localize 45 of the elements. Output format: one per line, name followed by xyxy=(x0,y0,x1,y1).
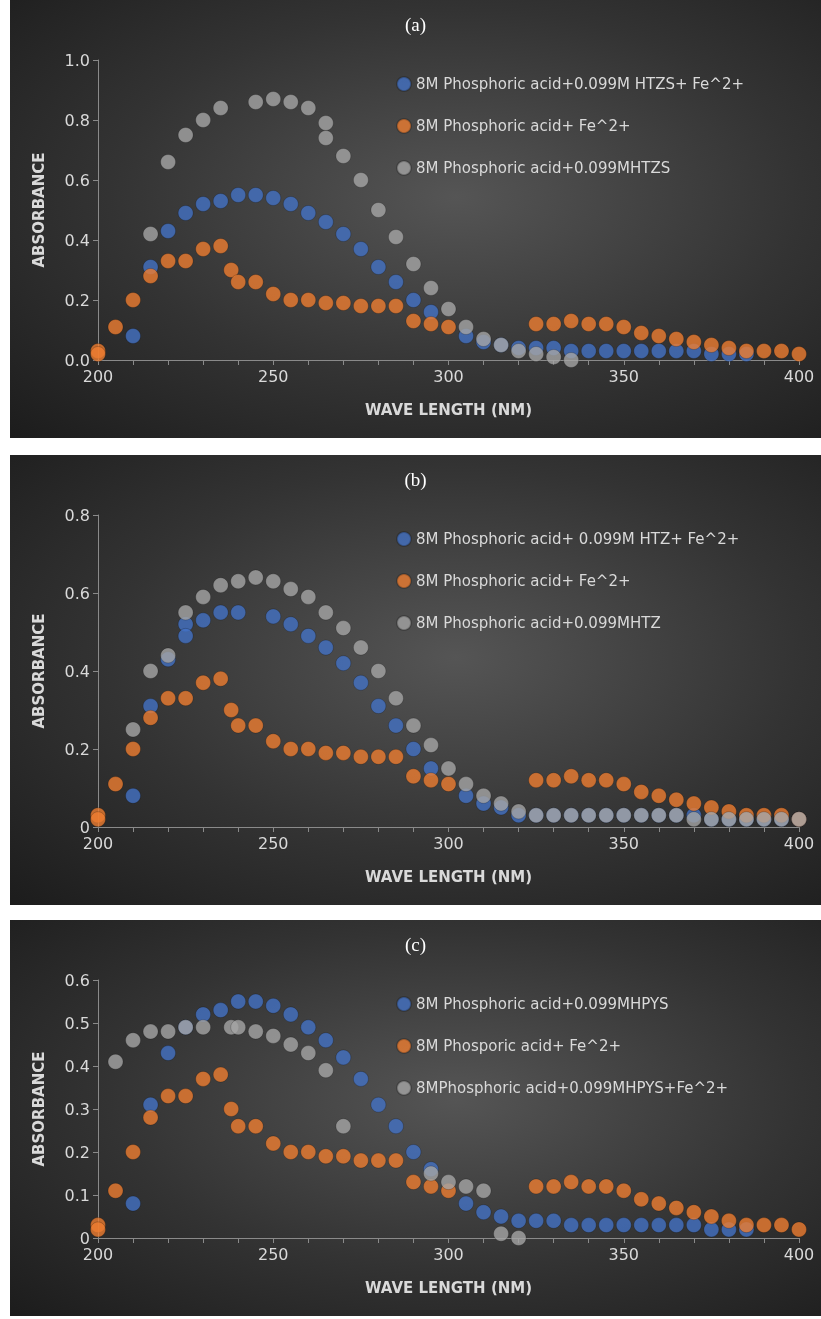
y-tick-label: 0.2 xyxy=(64,290,90,310)
y-tick-label: 0.4 xyxy=(64,661,90,681)
x-tick-label: 250 xyxy=(257,1244,289,1264)
x-tick-label: 250 xyxy=(257,833,289,853)
y-tick-label: 0.6 xyxy=(64,970,90,990)
y-tick-label: 1.0 xyxy=(64,50,90,70)
y-tick-label: 0.4 xyxy=(64,230,90,250)
chart-title: (c) xyxy=(404,934,427,956)
x-tick-label: 300 xyxy=(433,366,464,386)
y-axis-title: ABSORBANCE xyxy=(29,613,48,729)
y-tick-label: 0.2 xyxy=(64,739,90,759)
x-tick-label: 400 xyxy=(783,833,815,853)
x-axis-title: WAVE LENGTH (NM) xyxy=(364,400,533,419)
legend-label: 8M Phosphoric acid+0.099MHTZS xyxy=(416,159,671,177)
legend-label: 8M Phosphoric acid+ Fe^2+ xyxy=(416,572,631,590)
y-tick-label: 0.8 xyxy=(64,110,90,130)
y-axis-title: ABSORBANCE xyxy=(29,152,48,268)
y-tick-label: 0.6 xyxy=(64,170,90,190)
x-tick-label: 300 xyxy=(433,1244,464,1264)
legend-label: 8M Phosphoric acid+0.099MHTZ xyxy=(416,614,661,632)
chart-title: (a) xyxy=(404,14,427,36)
legend-label: 8MPhosphoric acid+0.099MHPYS+Fe^2+ xyxy=(416,1079,729,1097)
y-tick-label: 0.8 xyxy=(64,505,90,525)
x-tick-label: 400 xyxy=(783,1244,815,1264)
x-axis-title: WAVE LENGTH (NM) xyxy=(364,867,533,886)
y-tick-label: 0.2 xyxy=(64,1142,90,1162)
x-tick-label: 300 xyxy=(433,833,464,853)
legend-label: 8M Phosporic acid+ Fe^2+ xyxy=(416,1037,622,1055)
y-tick-label: 0.5 xyxy=(64,1013,90,1033)
y-tick-label: 0.6 xyxy=(64,583,90,603)
legend-label: 8M Phosphoric acid+0.099MHPYS xyxy=(416,995,669,1013)
x-tick-label: 400 xyxy=(783,366,815,386)
y-axis-title: ABSORBANCE xyxy=(29,1051,48,1167)
legend-label: 8M Phosphoric acid+ 0.099M HTZ+ Fe^2+ xyxy=(416,530,740,548)
chart-title: (b) xyxy=(404,469,427,491)
x-tick-label: 350 xyxy=(608,366,640,386)
legend-label: 8M Phosphoric acid+0.099M HTZS+ Fe^2+ xyxy=(416,75,744,93)
legend-label: 8M Phosphoric acid+ Fe^2+ xyxy=(416,117,631,135)
x-tick-label: 250 xyxy=(257,366,289,386)
x-tick-label: 350 xyxy=(608,1244,640,1264)
y-tick-label: 0.3 xyxy=(64,1099,90,1119)
x-tick-label: 350 xyxy=(608,833,640,853)
y-tick-label: 0.4 xyxy=(64,1056,90,1076)
x-axis-title: WAVE LENGTH (NM) xyxy=(364,1278,533,1297)
y-tick-label: 0.1 xyxy=(64,1185,90,1205)
